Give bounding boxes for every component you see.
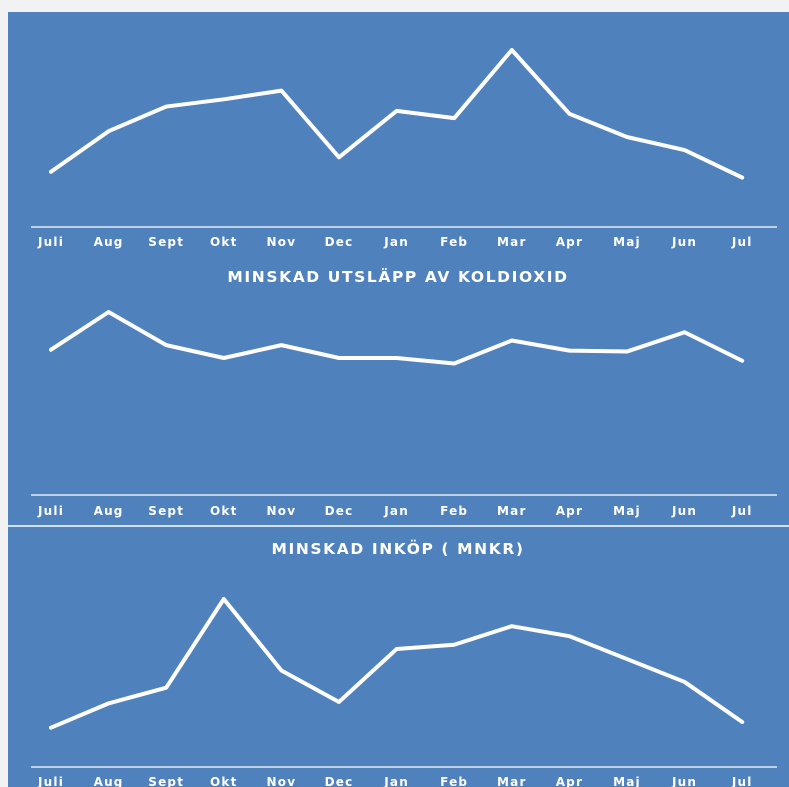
data-point [222,597,226,601]
line-charts: Juli Aug Sept Okt Nov Dec Jan Feb Mar Apr Maj Jun Ju… [8,48,789,787]
data-point [510,339,514,343]
x-tick-label: Feb [440,504,468,518]
x-tick-label: Okt [210,504,238,518]
x-tick-label: Dec [325,775,354,787]
x-tick-label: Jul [731,235,753,249]
x-tick-label: Jun [671,504,697,518]
x-tick-label: Okt [210,775,238,787]
data-point [740,359,744,363]
x-tick-label: Maj [613,775,641,787]
data-point [452,116,456,120]
data-point [625,350,629,354]
data-point [452,362,456,366]
data-point [279,669,283,672]
data-point [337,356,341,360]
data-point [683,148,687,152]
data-point [567,349,571,353]
data-point [395,109,399,113]
x-tick-label: Feb [440,775,468,787]
x-tick-label: Aug [94,504,124,518]
x-tick-label: Maj [613,504,641,518]
x-tick-label: Jun [671,775,697,787]
data-point [683,330,687,334]
x-tick-label: Jan [383,504,409,518]
x-tick-label: Mar [497,775,527,787]
data-point [164,686,168,690]
x-tick-label: Nov [267,235,297,249]
data-point [740,720,744,724]
x-tick-label: Nov [267,504,297,518]
x-tick-label: Okt [210,235,238,249]
x-tick-label: Feb [440,235,468,249]
data-point [49,348,53,352]
data-point [279,343,283,347]
data-point [107,310,111,314]
data-point [49,726,53,730]
data-point [222,356,226,360]
x-tick-label: Jan [383,235,409,249]
x-tick-label: Nov [267,775,297,787]
chart-panel: Juli Aug Sept Okt Nov Dec Jan Feb Mar Apr Maj Jun Ju… [8,12,789,787]
x-tick-label: Jul [731,775,753,787]
x-tick-label: Sept [148,775,184,787]
x-tick-label: Apr [556,235,583,249]
data-point [164,343,168,347]
data-point [164,105,168,109]
x-tick-label: Mar [497,235,527,249]
data-point [683,680,687,684]
x-tick-label: Mar [497,504,527,518]
data-point [567,634,571,638]
data-point [625,135,629,139]
data-point [337,155,341,159]
data-point [395,647,399,651]
data-point [395,356,399,360]
data-point [279,89,283,93]
data-point [567,112,571,116]
x-tick-label: Apr [556,504,583,518]
x-tick-label: Sept [148,235,184,249]
data-point [222,97,226,101]
data-point [107,701,111,705]
x-tick-label: Jul [731,504,753,518]
x-tick-label: Dec [325,235,354,249]
data-point [625,657,629,661]
data-point [510,48,514,52]
data-point [337,700,341,704]
x-tick-label: Maj [613,235,641,249]
x-tick-label: Juli [37,775,64,787]
x-tick-label: Juli [37,235,64,249]
data-point [49,170,53,174]
x-tick-label: Aug [94,235,124,249]
x-tick-label: Juli [37,504,64,518]
data-point [107,129,111,133]
data-point [740,176,744,180]
x-tick-label: Jun [671,235,697,249]
data-point [452,643,456,647]
x-tick-label: Dec [325,504,354,518]
x-tick-label: Aug [94,775,124,787]
chart-title: MINSKAD INKÖP ( MNKR) [271,539,524,558]
x-tick-label: Jan [383,775,409,787]
chart-title: MINSKAD UTSLÄPP AV KOLDIOXID [227,267,568,286]
series-line [49,310,745,366]
data-point [510,624,514,628]
x-tick-label: Sept [148,504,184,518]
x-tick-label: Apr [556,775,583,787]
